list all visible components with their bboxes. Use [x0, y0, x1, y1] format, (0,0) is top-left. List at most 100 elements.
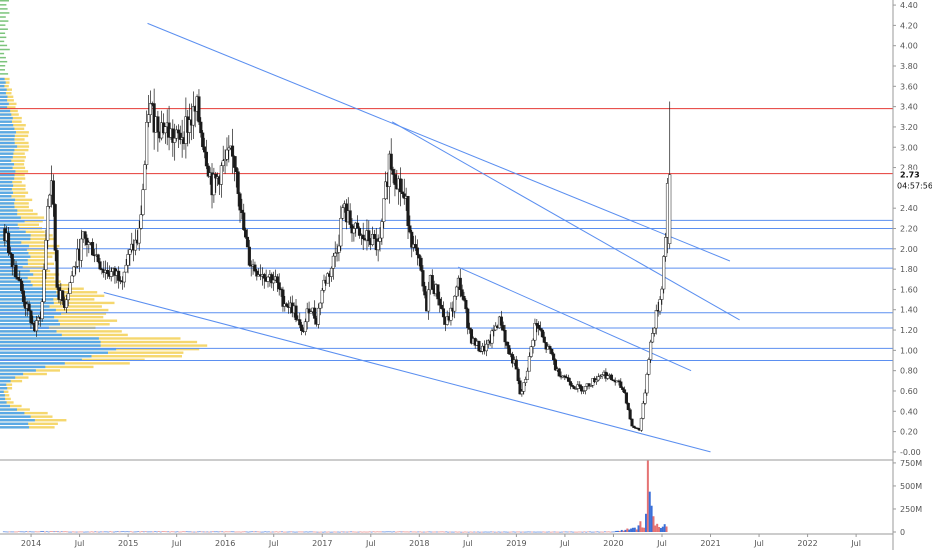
volume-bar: [103, 531, 106, 533]
time-tick-label: Jul: [74, 539, 85, 548]
profile-bar: [0, 0, 9, 2]
volume-bar: [2, 531, 5, 533]
candle-body: [202, 146, 207, 153]
volume-bar: [122, 531, 125, 533]
volume-bar: [645, 513, 648, 532]
volume-bar: [98, 531, 101, 533]
price-axis[interactable]: 4.40 4.20 4.00 3.80 3.60 3.40 3.20 3.00 2.80 2.40…: [893, 1, 921, 457]
volume-bar: [452, 531, 455, 533]
volume-bar: [126, 531, 129, 533]
candle-body: [622, 389, 627, 393]
candle-body: [389, 153, 393, 170]
candle-body: [542, 336, 546, 343]
volume-bar: [506, 531, 509, 533]
candle-body: [453, 295, 457, 312]
candle-body: [48, 194, 52, 207]
profile-bar: [0, 283, 33, 287]
volume-bar: [88, 531, 91, 533]
volume-bar: [359, 531, 362, 533]
candle-body: [83, 231, 87, 239]
volume-bar: [269, 531, 272, 533]
candle-body: [626, 402, 630, 410]
volume-tick-label: 0: [900, 528, 905, 537]
candle-body: [87, 242, 91, 245]
volume-bar: [12, 531, 15, 533]
profile-bar: [0, 330, 122, 333]
volume-axis[interactable]: 750M 500M 250M 0: [893, 459, 922, 537]
time-axis[interactable]: 2014 Jul 2015 Jul 2016 Jul 2017 Jul 2018 Jul 2019 J…: [21, 534, 861, 548]
candle-body: [382, 198, 386, 222]
volume-bar: [19, 531, 22, 533]
volume-bar: [366, 531, 369, 533]
profile-bar: [0, 8, 8, 10]
volume-bar: [75, 531, 78, 533]
candle-body: [348, 210, 352, 225]
volume-bar: [447, 531, 450, 533]
profile-bar: [0, 198, 33, 202]
volume-bar: [521, 531, 524, 533]
volume-bar: [357, 531, 360, 533]
candle-body: [402, 193, 406, 199]
volume-bar: [335, 531, 338, 533]
volume-bar: [337, 531, 340, 533]
volume-bar: [665, 526, 668, 532]
volume-bar: [4, 531, 7, 533]
volume-bar: [633, 527, 636, 532]
profile-bar: [0, 195, 26, 198]
candle-body: [341, 207, 345, 219]
candle-body: [604, 371, 608, 379]
volume-bar: [178, 531, 181, 533]
volume-bar: [463, 531, 466, 533]
volume-bar: [6, 531, 9, 533]
volume-bar: [564, 531, 567, 533]
volume-bar: [449, 531, 452, 533]
volume-bar: [643, 527, 646, 532]
volume-bar: [204, 531, 207, 533]
profile-bar: [0, 145, 18, 148]
candle-body: [384, 181, 388, 200]
profile-bar: [0, 120, 12, 123]
price-tick-label: 0.80: [900, 367, 918, 376]
volume-bar: [402, 531, 405, 533]
volume-bar: [583, 531, 586, 533]
price-tick-label: 2.80: [900, 164, 918, 173]
volume-bar: [620, 529, 623, 532]
volume-bar: [249, 531, 252, 533]
volume-bar: [628, 529, 631, 532]
volume-bar: [30, 531, 33, 533]
profile-bar: [0, 141, 15, 145]
profile-bar: [0, 255, 31, 258]
candle-body: [537, 325, 541, 329]
volume-bar: [544, 531, 547, 533]
candle-body: [266, 276, 270, 282]
volume-bar: [238, 531, 241, 533]
candle-body: [204, 151, 208, 167]
profile-bar: [0, 355, 92, 358]
candle-body: [557, 368, 561, 377]
volume-bar: [167, 531, 170, 533]
volume-bar: [198, 531, 201, 533]
volume-bar: [197, 531, 200, 533]
volume-bar: [208, 531, 211, 533]
volume-bar: [460, 531, 463, 533]
volume-bar: [305, 531, 308, 533]
volume-bar: [251, 531, 254, 533]
profile-bar: [0, 81, 6, 84]
volume-bar: [381, 531, 384, 533]
volume-bar: [379, 531, 382, 533]
volume-bar: [417, 531, 420, 533]
volume-bar: [368, 531, 371, 533]
profile-bar: [0, 276, 28, 280]
profile-bar: [0, 124, 14, 127]
candle-body: [632, 425, 636, 428]
volume-bar: [45, 531, 48, 533]
profile-bar: [0, 358, 82, 362]
volume-bar: [217, 531, 220, 533]
volume-bar: [559, 531, 562, 533]
price-tick-label: 1.00: [900, 346, 918, 355]
volume-bar: [650, 505, 653, 532]
profile-bar: [0, 106, 16, 109]
volume-bar: [512, 531, 515, 533]
